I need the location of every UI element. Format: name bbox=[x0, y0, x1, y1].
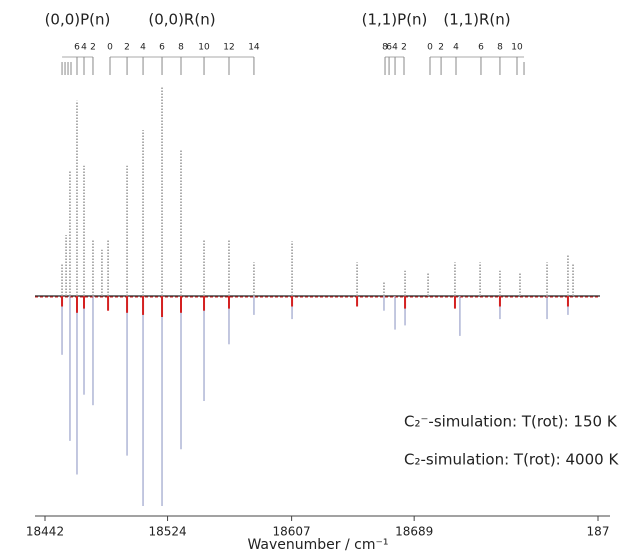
branch-line-label: 8 bbox=[497, 43, 503, 53]
legend-entry: C₂-simulation: T(rot): 4000 K bbox=[404, 451, 619, 469]
branch-line-label: 2 bbox=[438, 43, 444, 53]
x-tick-label: 18442 bbox=[26, 525, 64, 539]
x-tick-label: 18607 bbox=[273, 525, 311, 539]
branch-line-label: 2 bbox=[90, 43, 96, 53]
branch-line-label: 4 bbox=[392, 43, 398, 53]
branch-label: (1,1)P(n) bbox=[362, 11, 428, 29]
branch-line-label: 6 bbox=[386, 43, 392, 53]
branch-line-label: 2 bbox=[124, 43, 130, 53]
branch-line-label: 2 bbox=[401, 43, 407, 53]
branch-label: (0,0)P(n) bbox=[45, 11, 111, 29]
x-axis-label: Wavenumber / cm⁻¹ bbox=[247, 537, 388, 553]
branch-line-label: 4 bbox=[453, 43, 459, 53]
branch-line-label: 4 bbox=[140, 43, 146, 53]
x-tick-label: 18689 bbox=[395, 525, 433, 539]
branch-line-label: 12 bbox=[223, 43, 234, 53]
x-tick-label: 187 bbox=[587, 525, 610, 539]
branch-label: (1,1)R(n) bbox=[443, 11, 510, 29]
branch-line-label: 10 bbox=[511, 43, 523, 53]
x-tick-label: 18524 bbox=[148, 525, 186, 539]
branch-line-label: 6 bbox=[159, 43, 165, 53]
branch-line-label: 8 bbox=[178, 43, 184, 53]
branch-line-label: 0 bbox=[427, 43, 433, 53]
legend-entry: C₂⁻-simulation: T(rot): 150 K T(vib): 15… bbox=[404, 413, 621, 431]
branch-label: (0,0)R(n) bbox=[148, 11, 215, 29]
branch-line-label: 6 bbox=[74, 43, 80, 53]
branch-line-label: 8 bbox=[382, 43, 388, 53]
branch-line-label: 14 bbox=[248, 43, 260, 53]
branch-line-label: 10 bbox=[198, 43, 210, 53]
branch-line-label: 4 bbox=[81, 43, 87, 53]
branch-line-label: 6 bbox=[478, 43, 484, 53]
branch-line-label: 0 bbox=[107, 43, 113, 53]
